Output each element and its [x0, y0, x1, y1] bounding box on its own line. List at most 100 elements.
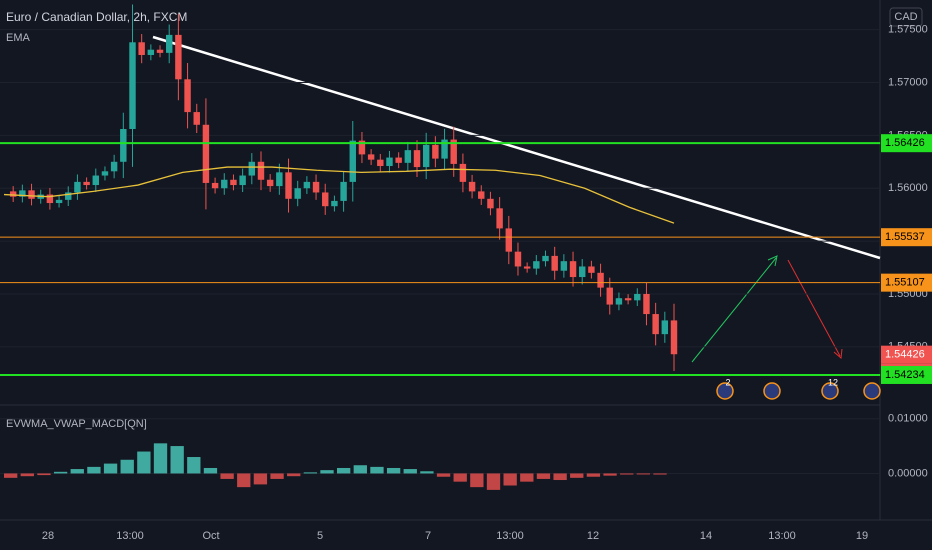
- candle: [432, 144, 439, 159]
- candle: [514, 251, 522, 267]
- level-label-bg: [881, 365, 932, 384]
- histogram-bar: [453, 473, 467, 482]
- candle: [239, 175, 246, 186]
- y-tick-label: 0.00000: [888, 467, 928, 479]
- candle: [110, 161, 118, 172]
- candle: [358, 140, 366, 155]
- trend-line: [152, 35, 881, 260]
- candle: [294, 188, 301, 199]
- candle: [184, 79, 191, 113]
- event-icon: [821, 382, 839, 400]
- candle: [643, 293, 650, 315]
- candle: [459, 163, 467, 182]
- candle: [523, 266, 531, 269]
- candle: [120, 129, 127, 162]
- chart-title: Euro / Canadian Dollar, 2h, FXCM: [6, 10, 187, 24]
- candle: [202, 124, 210, 183]
- candle: [331, 200, 338, 207]
- candle: [156, 49, 164, 53]
- level-label: 1.55107: [885, 277, 925, 289]
- candle: [340, 181, 347, 201]
- candle: [404, 150, 412, 163]
- candle: [165, 34, 173, 53]
- candle: [441, 139, 448, 159]
- histogram-bar: [4, 473, 18, 478]
- candle: [588, 266, 595, 273]
- histogram-bar: [70, 469, 84, 474]
- candle: [55, 199, 63, 204]
- candle: [579, 266, 586, 278]
- histogram-bar: [603, 473, 617, 476]
- x-tick-label: 12: [587, 530, 599, 542]
- candle: [19, 190, 26, 197]
- candle: [670, 320, 678, 355]
- y-tick-label: 1.57500: [888, 24, 928, 36]
- candle: [496, 208, 503, 229]
- histogram-bar: [37, 473, 51, 476]
- candle: [615, 298, 623, 305]
- x-tick-label: 13:00: [496, 530, 524, 542]
- arrow-head: [767, 255, 778, 267]
- histogram-bar: [220, 473, 234, 479]
- histogram-bar: [20, 473, 34, 477]
- event-icon: [716, 382, 734, 400]
- candle: [560, 261, 568, 271]
- candle: [312, 181, 320, 193]
- candle: [395, 157, 402, 163]
- x-tick-label: 7: [425, 530, 431, 542]
- currency-button[interactable]: [889, 7, 923, 27]
- candle: [74, 181, 81, 193]
- candle: [138, 42, 145, 55]
- x-tick-label: 14: [700, 530, 712, 542]
- candle: [257, 161, 265, 180]
- arrow-down: [787, 259, 841, 357]
- histogram-bar: [287, 473, 301, 477]
- candle: [230, 179, 237, 186]
- candle: [193, 112, 200, 125]
- level-label-bg: [881, 228, 932, 247]
- histogram-bar: [370, 466, 384, 474]
- candle: [92, 175, 99, 186]
- histogram-bar: [87, 466, 101, 474]
- indicator-name: EMA: [6, 32, 31, 44]
- level-label: 1.55537: [885, 231, 925, 243]
- histogram-bar: [503, 473, 517, 486]
- candle: [303, 181, 311, 189]
- histogram-bar: [620, 473, 634, 475]
- candle: [597, 272, 604, 288]
- level-label-bg: [881, 134, 932, 153]
- event-count: 2: [725, 377, 730, 387]
- candle: [65, 192, 72, 200]
- candle: [349, 140, 356, 182]
- candle: [367, 154, 375, 160]
- candle: [634, 293, 641, 301]
- candle: [285, 172, 292, 199]
- histogram-bar: [636, 473, 651, 475]
- level-label: 1.54234: [885, 369, 925, 381]
- currency[interactable]: CAD: [894, 11, 917, 23]
- y-tick-label: 1.57000: [888, 76, 928, 88]
- histogram-bar: [103, 463, 118, 474]
- histogram-bar: [586, 473, 601, 477]
- candle: [276, 172, 283, 187]
- histogram-bar: [470, 473, 484, 488]
- x-tick-label: 13:00: [768, 530, 796, 542]
- histogram-bar: [403, 469, 417, 474]
- event-count: 12: [828, 377, 838, 387]
- candle: [322, 192, 329, 207]
- candle: [542, 255, 549, 262]
- histogram-bar: [553, 473, 567, 481]
- x-tick-label: 13:00: [116, 530, 144, 542]
- event-icon: [763, 382, 781, 400]
- histogram-bar: [653, 473, 667, 475]
- histogram-bar: [536, 473, 551, 479]
- level-label-bg: [881, 345, 932, 364]
- event-icon: [863, 382, 881, 400]
- y-tick-label: 0.01000: [888, 413, 928, 425]
- y-tick-label: 1.56000: [888, 182, 928, 194]
- candle: [450, 139, 457, 164]
- histogram-bar: [187, 457, 201, 474]
- candle: [248, 161, 256, 176]
- candle: [83, 181, 90, 186]
